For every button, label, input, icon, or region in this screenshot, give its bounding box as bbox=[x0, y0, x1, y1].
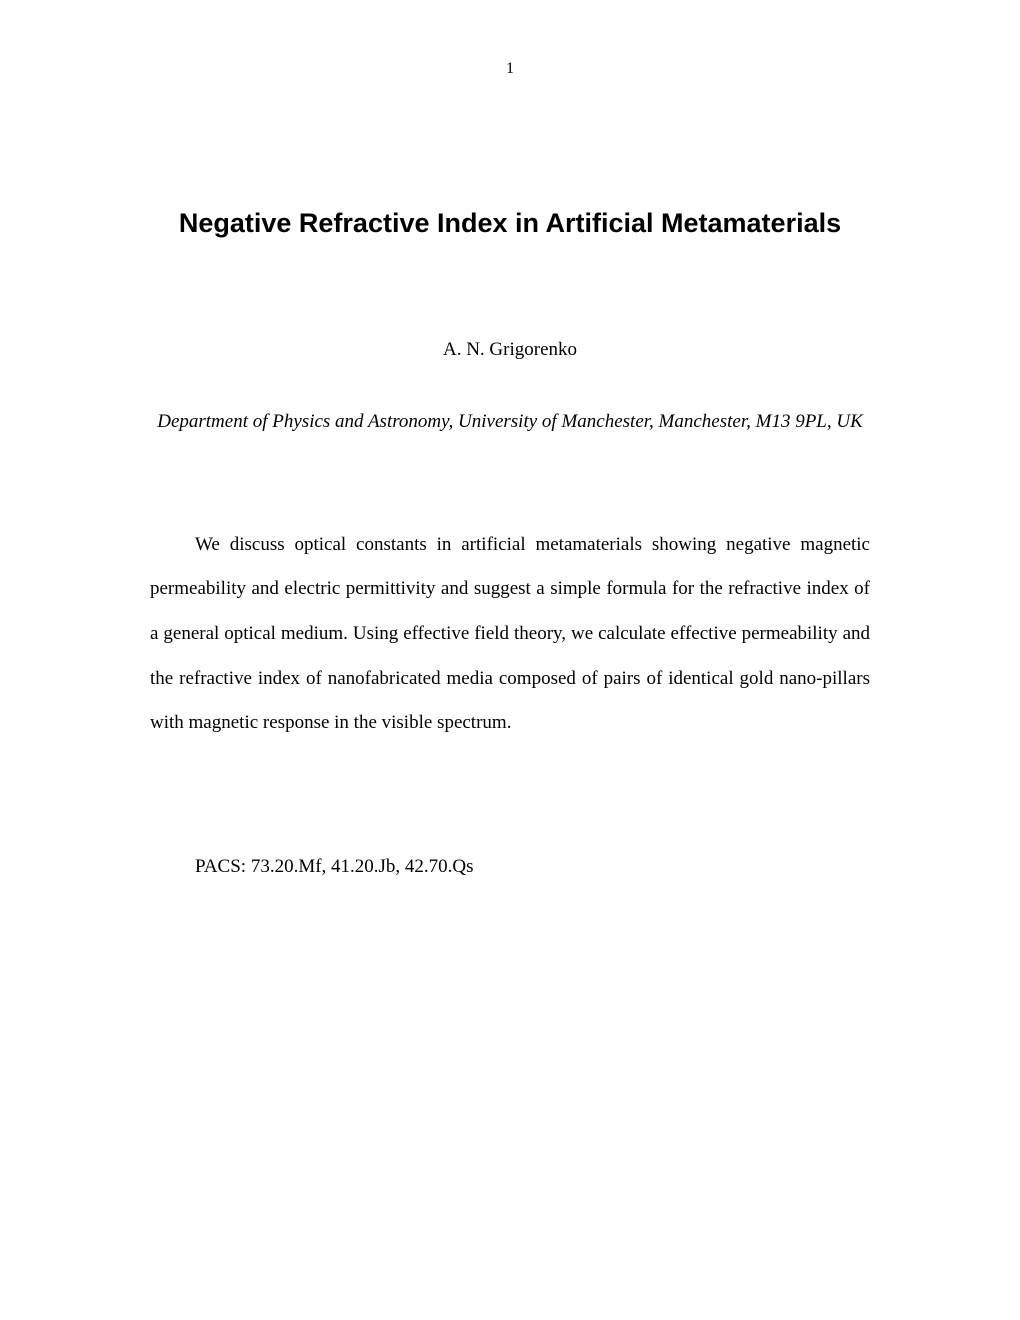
abstract-text: We discuss optical constants in artifici… bbox=[150, 523, 870, 746]
page-number: 1 bbox=[150, 60, 870, 78]
pacs-codes: PACS: 73.20.Mf, 41.20.Jb, 42.70.Qs bbox=[150, 846, 870, 888]
author-name: A. N. Grigorenko bbox=[150, 339, 870, 361]
author-affiliation: Department of Physics and Astronomy, Uni… bbox=[150, 401, 870, 443]
paper-title: Negative Refractive Index in Artificial … bbox=[150, 208, 870, 239]
